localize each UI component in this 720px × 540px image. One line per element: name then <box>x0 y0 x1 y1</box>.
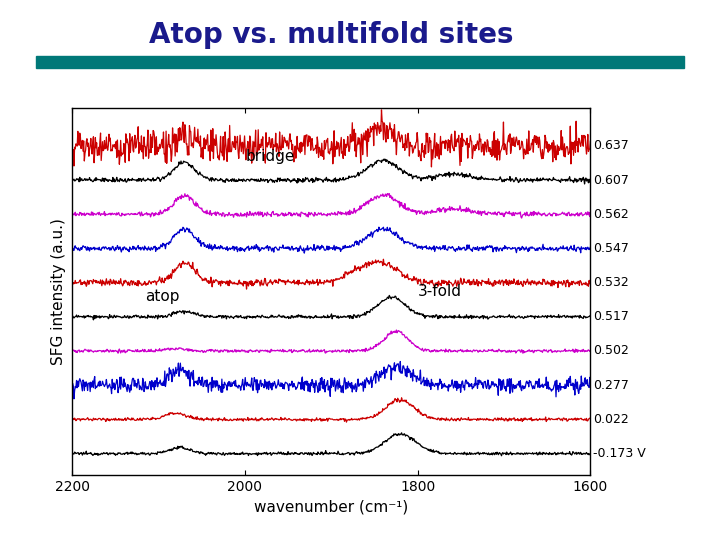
Text: 0.532: 0.532 <box>593 276 629 289</box>
X-axis label: wavenumber (cm⁻¹): wavenumber (cm⁻¹) <box>254 500 408 515</box>
Text: 0.562: 0.562 <box>593 208 629 221</box>
Text: 0.277: 0.277 <box>593 379 629 392</box>
Text: 0.022: 0.022 <box>593 413 629 426</box>
Text: 3-fold: 3-fold <box>418 284 462 299</box>
Text: 0.607: 0.607 <box>593 173 629 186</box>
Text: 0.547: 0.547 <box>593 242 629 255</box>
Text: bridge: bridge <box>246 149 295 164</box>
Text: 0.637: 0.637 <box>593 139 629 152</box>
Text: Atop vs. multifold sites: Atop vs. multifold sites <box>149 21 513 49</box>
Y-axis label: SFG intensity (a.u.): SFG intensity (a.u.) <box>51 218 66 365</box>
Text: 0.502: 0.502 <box>593 345 629 357</box>
Text: atop: atop <box>145 289 180 304</box>
Text: 0.517: 0.517 <box>593 310 629 323</box>
Text: -0.173 V: -0.173 V <box>593 447 646 460</box>
